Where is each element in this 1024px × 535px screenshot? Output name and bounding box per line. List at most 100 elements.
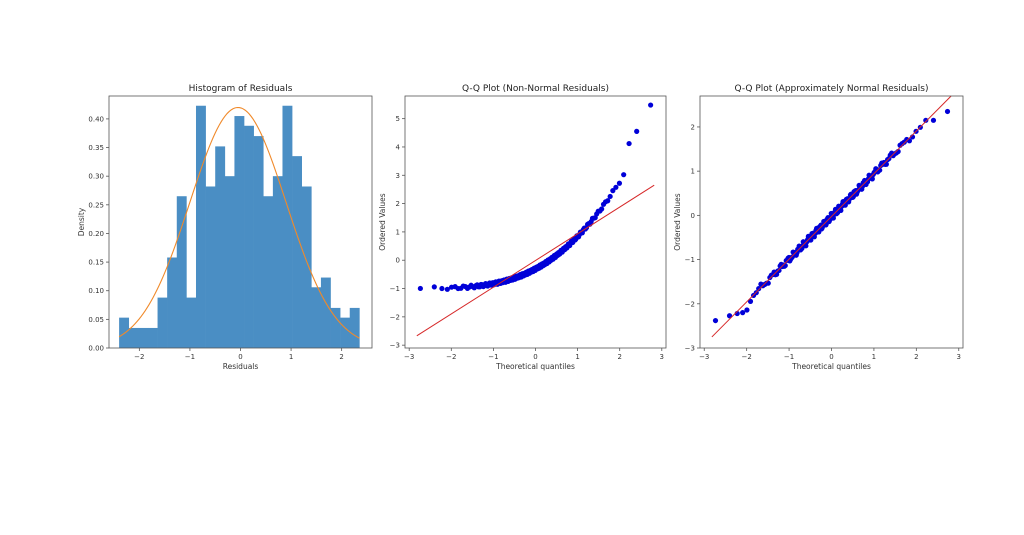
histogram-bar	[138, 327, 149, 348]
histogram-bar	[292, 156, 302, 348]
qq-point	[610, 188, 616, 194]
histogram-bar	[167, 257, 178, 348]
qq-normal-y-ticks: −3 −2 −1 0 1 2	[685, 123, 700, 353]
x-tick-label: −2	[741, 353, 751, 361]
qq-nonnormal-panel: Q-Q Plot (Non-Normal Residuals) −3 −2 −1 0 1…	[378, 84, 667, 371]
qq-point	[626, 140, 632, 147]
x-tick-label: 3	[660, 353, 664, 361]
y-tick-label: −1	[390, 285, 400, 293]
y-tick-label: 0.20	[88, 230, 104, 238]
histogram-bar	[311, 287, 322, 348]
histogram-y-ticks: 0.00 0.05 0.10 0.15 0.20 0.25 0.30 0.35 0.40	[88, 115, 109, 353]
histogram-bar	[263, 196, 274, 348]
histogram-bar	[301, 186, 312, 348]
histogram-x-ticks: −2 −1 0 1 2	[134, 348, 344, 361]
qq-point	[613, 184, 619, 190]
histogram-bar	[340, 317, 351, 348]
y-tick-label: 0	[691, 212, 695, 220]
x-tick-label: 2	[914, 353, 918, 361]
y-tick-label: −1	[685, 256, 695, 264]
y-tick-label: 0.00	[88, 345, 104, 353]
y-tick-label: 0.35	[88, 144, 104, 152]
qq-normal-x-label: Theoretical quantiles	[791, 362, 871, 371]
qq-point	[616, 180, 623, 186]
qq-nonnormal-points	[417, 102, 654, 292]
qq-normal-x-ticks: −3 −2 −1 0 1 2 3	[699, 348, 961, 361]
x-tick-label: 1	[872, 353, 876, 361]
histogram-bar	[330, 307, 341, 348]
qq-nonnormal-x-ticks: −3 −2 −1 0 1 2 3	[404, 348, 664, 361]
qq-point	[599, 206, 605, 212]
qq-point	[838, 207, 844, 214]
qq-point	[621, 172, 627, 178]
x-tick-label: 3	[957, 353, 961, 361]
x-tick-label: −2	[134, 353, 144, 361]
x-tick-label: 1	[289, 353, 293, 361]
qq-normal-reference-line	[711, 95, 952, 338]
histogram-title: Histogram of Residuals	[189, 84, 293, 94]
x-tick-label: 0	[533, 353, 537, 361]
histogram-bar	[147, 327, 158, 348]
histogram-panel: Histogram of Residuals −2 −1 0 1 2 0.000.050…	[77, 84, 373, 371]
qq-nonnormal-axes-frame	[404, 95, 667, 349]
y-tick-label: 0.15	[88, 259, 104, 267]
x-tick-label: 0	[829, 353, 833, 361]
histogram-bar	[195, 105, 206, 349]
qq-nonnormal-y-label: Ordered Values	[378, 193, 387, 251]
qq-point	[756, 286, 762, 292]
y-tick-label: −2	[390, 313, 400, 321]
qq-point	[747, 298, 754, 304]
qq-point	[740, 310, 746, 316]
qq-point	[712, 317, 719, 324]
x-tick-label: −1	[488, 353, 498, 361]
histogram-bar	[128, 327, 139, 348]
histogram-bar	[272, 176, 283, 348]
histogram-y-label: Density	[77, 207, 86, 236]
y-tick-label: 4	[396, 143, 401, 151]
x-tick-label: −2	[446, 353, 456, 361]
y-tick-label: 0.30	[88, 173, 104, 181]
histogram-bar	[157, 297, 168, 348]
qq-normal-title: Q-Q Plot (Approximately Normal Residuals…	[734, 84, 928, 94]
y-tick-label: −2	[685, 300, 695, 308]
histogram-bar	[215, 146, 226, 348]
x-tick-label: −1	[185, 353, 195, 361]
histogram-bar	[224, 176, 235, 348]
y-tick-label: 0.40	[88, 115, 104, 123]
qq-point	[869, 176, 875, 182]
y-tick-label: 5	[396, 115, 400, 123]
x-tick-label: 1	[575, 353, 579, 361]
histogram-bar	[205, 186, 216, 348]
qq-point	[744, 307, 750, 313]
qq-point	[930, 117, 937, 123]
y-tick-label: −3	[685, 345, 695, 353]
qq-point	[417, 285, 423, 292]
histogram-bar	[244, 125, 254, 348]
qq-nonnormal-reference-line	[416, 184, 655, 337]
qq-point	[776, 267, 782, 274]
y-tick-label: 1	[691, 168, 695, 176]
qq-nonnormal-title: Q-Q Plot (Non-Normal Residuals)	[462, 84, 609, 94]
histogram-bar	[320, 277, 331, 348]
y-tick-label: 2	[691, 123, 695, 131]
y-tick-label: 0.25	[88, 201, 104, 209]
histogram-bar	[234, 116, 245, 348]
x-tick-label: 2	[617, 353, 621, 361]
qq-normal-panel: Q-Q Plot (Approximately Normal Residuals…	[673, 84, 964, 371]
qq-point	[439, 285, 445, 292]
qq-point	[944, 108, 951, 115]
qq-point	[444, 286, 450, 292]
histogram-x-label: Residuals	[223, 362, 259, 371]
qq-nonnormal-x-label: Theoretical quantiles	[495, 362, 575, 371]
qq-point	[605, 198, 611, 204]
histogram-bar	[176, 196, 187, 348]
y-tick-label: 0	[396, 257, 400, 265]
histogram-bar	[349, 307, 360, 348]
y-tick-label: 2	[396, 200, 400, 208]
normal-fit-curve	[118, 106, 360, 339]
qq-point	[648, 102, 654, 108]
histogram-bar	[186, 297, 197, 348]
qq-point	[431, 284, 437, 290]
x-tick-label: −3	[404, 353, 414, 361]
